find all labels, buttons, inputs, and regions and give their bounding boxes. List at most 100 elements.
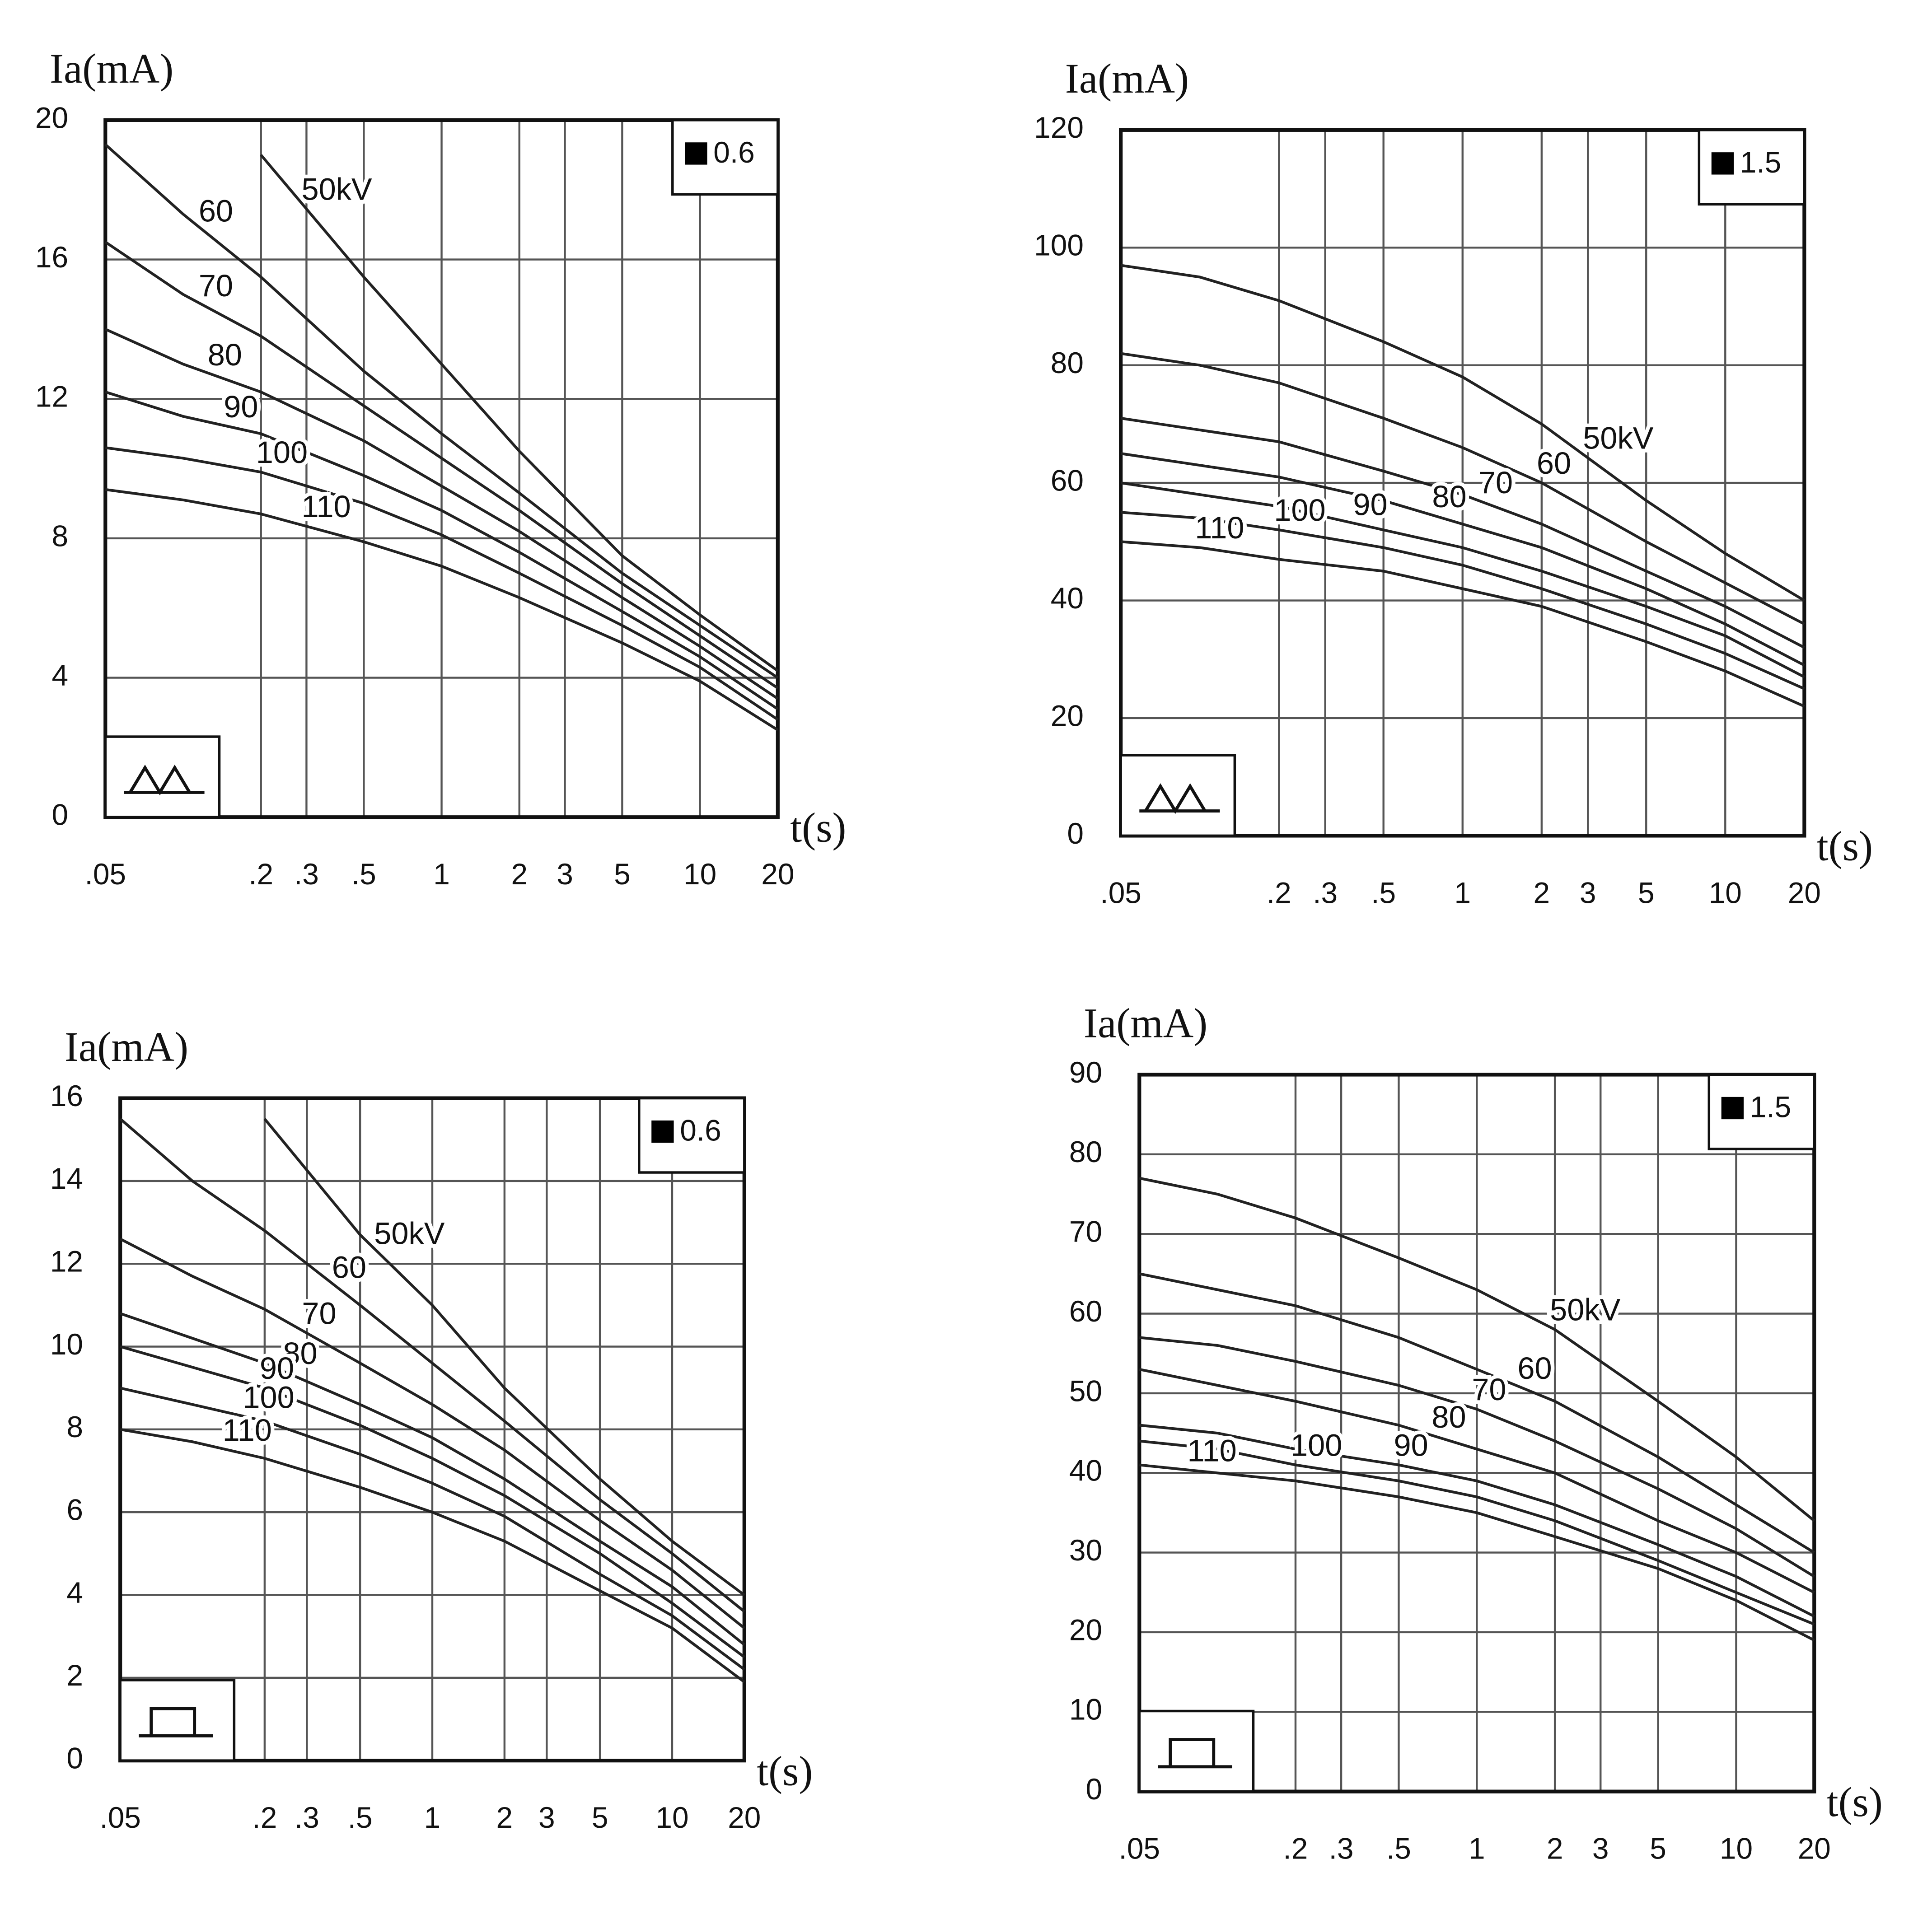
x-tick-label: .05	[1100, 876, 1141, 909]
curve-label: 110	[223, 1413, 272, 1448]
curve	[1120, 417, 1805, 649]
y-tick-label: 60	[1069, 1294, 1102, 1328]
curve-label: 60	[1537, 446, 1571, 481]
x-tick-label: 3	[538, 1801, 555, 1834]
annotation: 0.6	[713, 135, 754, 169]
x-tick-label: 1	[424, 1801, 441, 1834]
curve-label: 60	[199, 194, 233, 229]
plot-frame	[1137, 1073, 1816, 1793]
x-tick-label: 20	[1788, 876, 1821, 909]
curve	[1120, 481, 1805, 678]
x-tick-label: 10	[683, 857, 716, 891]
curve	[1139, 1463, 1815, 1642]
x-axis-label: t(s)	[1817, 823, 1873, 870]
curve	[1120, 511, 1805, 690]
waveform-icon	[139, 1707, 213, 1737]
annotation-square	[1711, 152, 1734, 175]
x-tick-label: .5	[351, 857, 376, 891]
y-tick-label: 4	[66, 1576, 83, 1609]
y-tick-label: 12	[50, 1245, 83, 1278]
waveform-icon	[124, 764, 205, 796]
x-tick-label: 20	[761, 857, 794, 891]
curve-label: 90	[224, 389, 258, 424]
y-tick-label: 0	[66, 1742, 83, 1775]
y-axis-label: Ia(mA)	[1065, 56, 1189, 102]
y-tick-label: 20	[1051, 699, 1084, 732]
y-axis-label: Ia(mA)	[1084, 1000, 1207, 1047]
x-tick-label: 2	[496, 1801, 513, 1834]
x-tick-label: .2	[252, 1801, 277, 1834]
y-tick-label: 50	[1069, 1374, 1102, 1407]
curve-label: 80	[283, 1336, 317, 1371]
x-tick-label: .05	[99, 1801, 140, 1834]
x-tick-label: .05	[85, 857, 126, 891]
curve	[1120, 352, 1805, 626]
icon-box	[119, 1679, 236, 1762]
y-tick-label: 6	[66, 1493, 83, 1527]
curve-label: 50kV	[1583, 421, 1653, 456]
x-tick-label: 3	[557, 857, 573, 891]
x-tick-label: 20	[728, 1801, 761, 1834]
curve	[105, 328, 779, 700]
curve	[120, 1312, 745, 1646]
x-tick-label: .5	[1371, 876, 1396, 909]
curve-label: 60	[332, 1250, 366, 1284]
annotation-square	[685, 142, 707, 165]
curve	[1139, 1336, 1815, 1578]
icon-box	[1119, 754, 1236, 837]
y-tick-label: 10	[1069, 1693, 1102, 1726]
y-tick-label: 80	[1069, 1135, 1102, 1168]
curve-label: 70	[302, 1296, 336, 1331]
curve-label: 110	[1188, 1433, 1237, 1468]
curve-label: 80	[1431, 1400, 1466, 1434]
y-tick-label: 120	[1034, 111, 1084, 144]
y-tick-label: 10	[50, 1327, 83, 1361]
y-tick-label: 20	[1069, 1613, 1102, 1646]
y-tick-label: 8	[51, 519, 68, 552]
y-tick-label: 90	[1069, 1055, 1102, 1089]
curve	[1139, 1424, 1815, 1618]
y-tick-label: 40	[1069, 1454, 1102, 1487]
annotation: 1.5	[1750, 1090, 1791, 1124]
curve-label: 110	[1195, 510, 1244, 545]
icon-box	[1138, 1709, 1255, 1793]
x-tick-label: 5	[592, 1801, 608, 1834]
x-tick-label: 1	[1454, 876, 1471, 909]
curve-label: 100	[256, 435, 308, 470]
x-tick-label: 20	[1798, 1832, 1831, 1865]
x-tick-label: .5	[1386, 1832, 1411, 1865]
waveform-icon	[1158, 1738, 1232, 1769]
curve	[260, 154, 779, 672]
panel: 0 20 40 60 80 100 120 .05 .2 .3 .5 1 2 3 5 10 20 Ia(mA) t(…	[1034, 56, 1873, 909]
annotation-square	[1721, 1097, 1744, 1120]
curve	[1120, 540, 1805, 708]
x-tick-label: .3	[1329, 1832, 1354, 1865]
annotation-square	[651, 1120, 674, 1143]
curve-label: 100	[243, 1380, 294, 1415]
curve	[1139, 1177, 1815, 1522]
curve	[105, 391, 779, 710]
y-tick-label: 16	[50, 1079, 83, 1112]
x-tick-label: .3	[294, 857, 319, 891]
y-tick-label: 8	[66, 1410, 83, 1443]
x-tick-label: .3	[1313, 876, 1338, 909]
curve-label: 90	[1394, 1428, 1428, 1462]
curve	[104, 143, 779, 679]
curve-label: 80	[208, 337, 242, 372]
curve-label: 50kV	[301, 172, 372, 206]
curve	[1139, 1439, 1815, 1626]
curve-label: 50kV	[374, 1216, 444, 1251]
y-tick-label: 80	[1051, 346, 1084, 379]
curve-label: 70	[199, 268, 233, 303]
waveform-icon	[1139, 783, 1220, 814]
x-axis-label: t(s)	[790, 805, 846, 851]
x-axis-label: t(s)	[1827, 1779, 1883, 1826]
x-tick-label: 5	[614, 857, 631, 891]
x-tick-label: 5	[1638, 876, 1655, 909]
curve-label: 60	[1517, 1351, 1552, 1386]
y-tick-label: 14	[50, 1162, 83, 1195]
x-tick-label: 10	[1709, 876, 1742, 909]
